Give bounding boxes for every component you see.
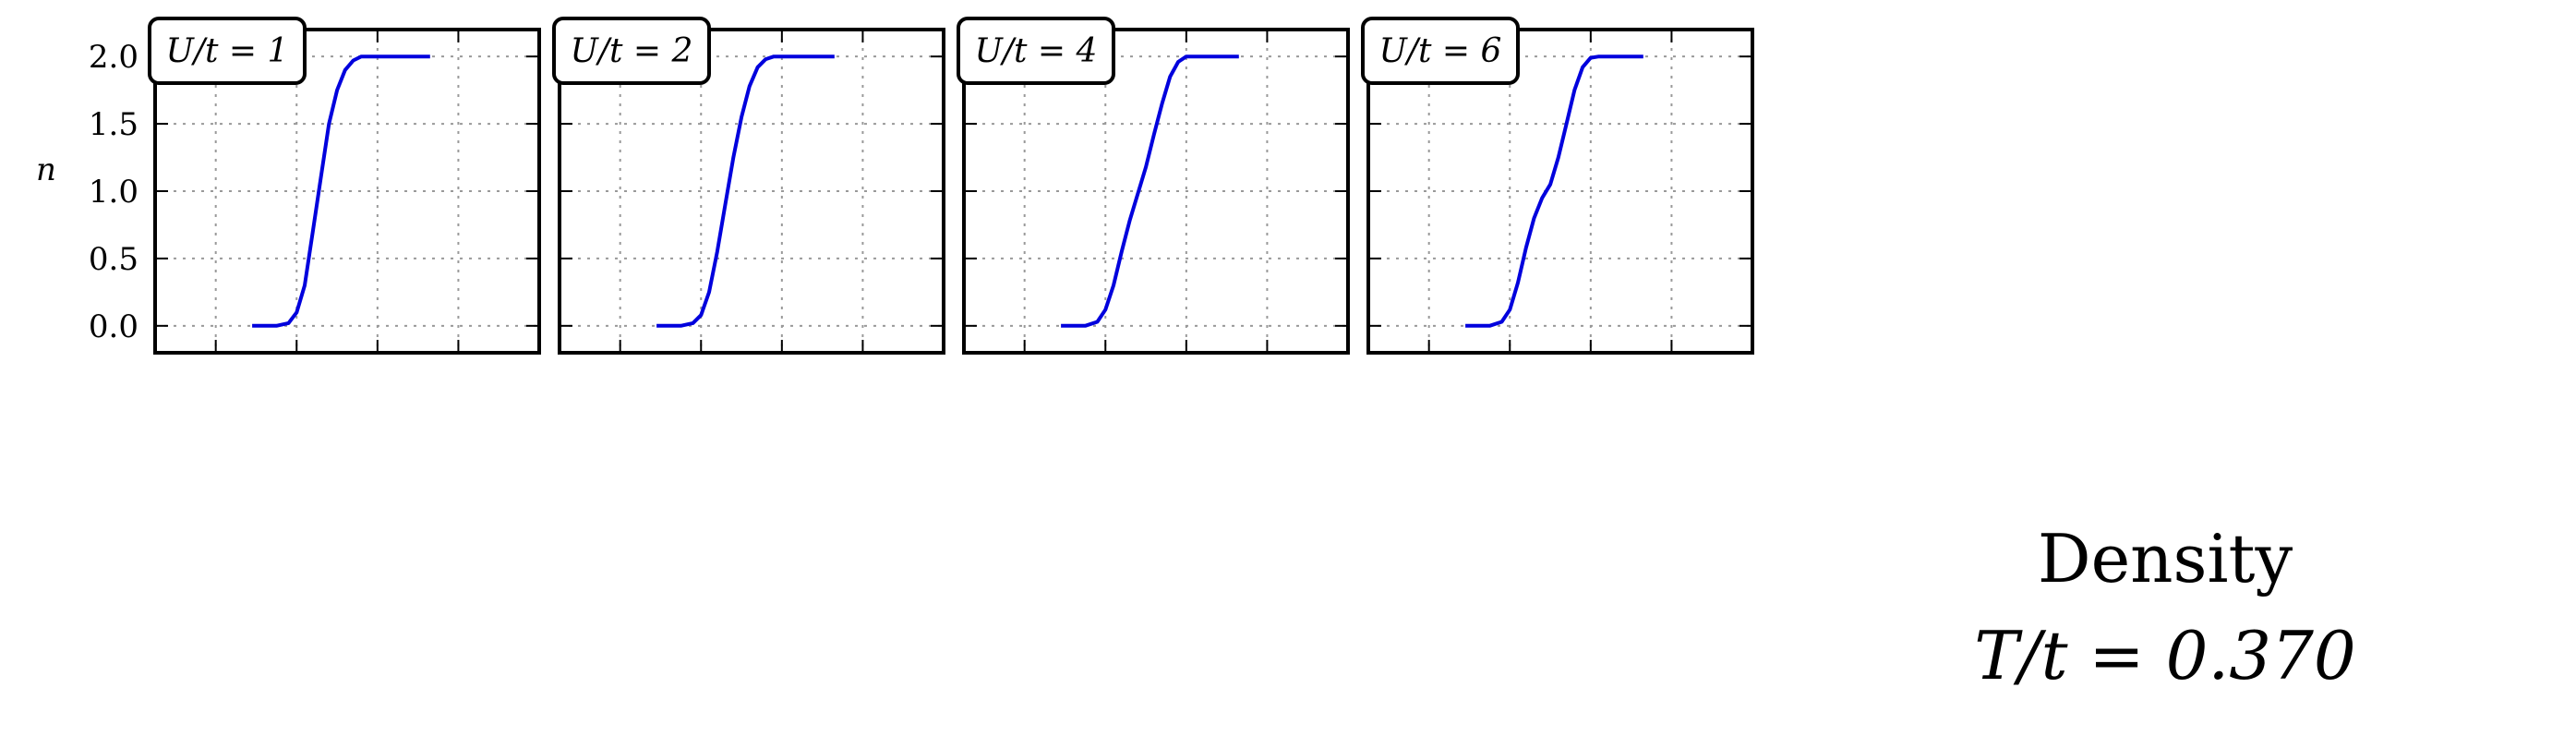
panel-label-box (552, 17, 711, 85)
chart-subtitle: T/t = 0.370 (1974, 617, 2355, 694)
panel-frame (153, 28, 541, 355)
y-axis-label: n (36, 151, 56, 188)
panels-layer: 0.0 0.5 1.0 1.5 2.0 U/t = 1 U/t = 2 U/t = 4 U/t … (89, 17, 1754, 355)
panel-frame (1366, 28, 1754, 355)
panel-label: U/t = 1 (166, 32, 289, 70)
y-tick-label: 0.5 (89, 241, 138, 278)
y-tick-label: 2.0 (89, 39, 138, 76)
y-tick-label: 1.0 (89, 174, 138, 211)
panel-label-box (957, 17, 1115, 85)
series-line-4 (1465, 54, 1643, 328)
panel-4: U/t = 6 (1361, 17, 1754, 355)
panel-1: 0.0 0.5 1.0 1.5 2.0 U/t = 1 (89, 17, 541, 355)
panel-3: U/t = 4 (957, 17, 1350, 355)
y-tick-label: 1.5 (89, 106, 138, 143)
panel-label-box (148, 17, 307, 85)
panel-frame (558, 28, 945, 355)
y-tick-label: 0.0 (89, 308, 138, 345)
panel-label-box (1361, 17, 1520, 85)
panel-label: U/t = 2 (571, 32, 693, 70)
panel-frame (962, 28, 1350, 355)
panel-label: U/t = 4 (975, 32, 1098, 70)
series-line-2 (656, 54, 835, 328)
series-line-1 (252, 54, 430, 328)
chart-title: Density (2038, 520, 2293, 597)
panel-2: U/t = 2 (552, 17, 945, 355)
panel-label: U/t = 6 (1379, 32, 1502, 70)
series-line-3 (1061, 54, 1239, 328)
